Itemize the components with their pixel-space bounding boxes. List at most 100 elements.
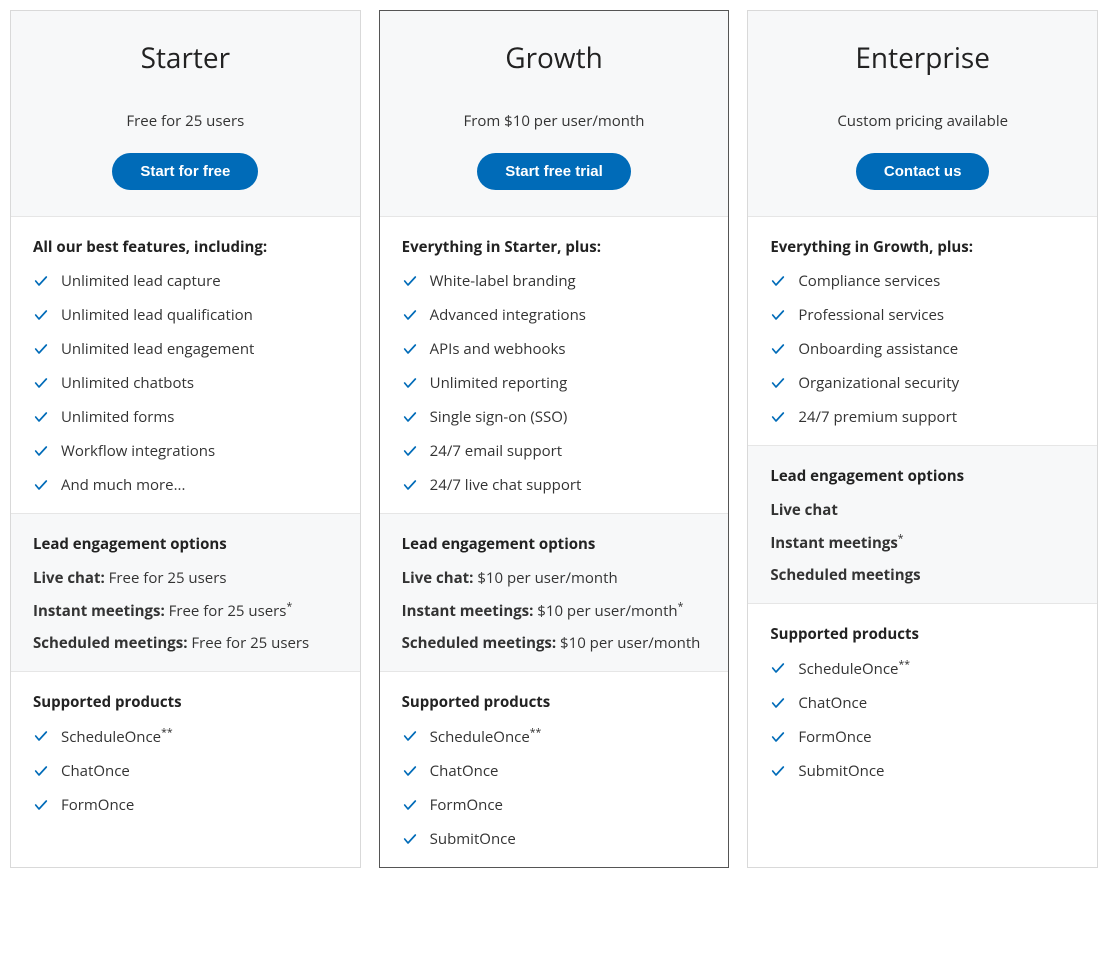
plan-title: Starter	[31, 39, 340, 77]
engagement-line: Live chat	[770, 500, 1075, 520]
feature-item: 24/7 live chat support	[402, 475, 707, 495]
product-text-wrap: ScheduleOnce**	[798, 658, 910, 679]
products-section: Supported products ScheduleOnce** ChatOnce…	[11, 671, 360, 833]
product-text-wrap: ChatOnce	[61, 761, 130, 781]
check-icon	[402, 763, 418, 779]
product-name: FormOnce	[430, 795, 503, 815]
feature-item: Advanced integrations	[402, 305, 707, 325]
check-icon	[402, 273, 418, 289]
engagement-value: Free for 25 users	[187, 633, 309, 653]
feature-text: Professional services	[798, 305, 944, 325]
engagement-label: Live chat:	[402, 568, 474, 588]
product-list: ScheduleOnce** ChatOnce FormOnce SubmitOnce	[770, 658, 1075, 781]
product-name: ChatOnce	[61, 761, 130, 781]
engagement-value: Free for 25 users	[105, 568, 227, 588]
engagement-section: Lead engagement optionsLive chatInstant …	[748, 445, 1097, 603]
feature-item: Unlimited lead capture	[33, 271, 338, 291]
plan-title: Growth	[400, 39, 709, 77]
product-item: ChatOnce	[33, 761, 338, 781]
feature-item: Unlimited lead qualification	[33, 305, 338, 325]
engagement-value: $10 per user/month	[473, 568, 617, 588]
feature-text: Workflow integrations	[61, 441, 215, 461]
check-icon	[33, 797, 49, 813]
plan-card-enterprise: EnterpriseCustom pricing availableContac…	[747, 10, 1098, 868]
engagement-section: Lead engagement options Live chat: $10 pe…	[380, 513, 729, 671]
product-item: ScheduleOnce**	[770, 658, 1075, 679]
engagement-heading: Lead engagement options	[402, 534, 707, 554]
plan-price: Free for 25 users	[31, 111, 340, 131]
engagement-label: Instant meetings:	[402, 601, 534, 621]
check-icon	[33, 728, 49, 744]
plan-price: Custom pricing available	[768, 111, 1077, 131]
feature-item: APIs and webhooks	[402, 339, 707, 359]
feature-text: Unlimited lead capture	[61, 271, 221, 291]
check-icon	[33, 763, 49, 779]
engagement-line: Scheduled meetings	[770, 565, 1075, 585]
product-sup: **	[530, 726, 542, 740]
product-name: ChatOnce	[798, 693, 867, 713]
product-list: ScheduleOnce** ChatOnce FormOnce	[33, 726, 338, 815]
check-icon	[33, 409, 49, 425]
engagement-heading: Lead engagement options	[33, 534, 338, 554]
feature-item: Workflow integrations	[33, 441, 338, 461]
product-item: SubmitOnce	[402, 829, 707, 849]
product-list: ScheduleOnce** ChatOnce FormOnce SubmitOnce	[402, 726, 707, 849]
check-icon	[33, 341, 49, 357]
plan-header: Starter Free for 25 users Start for free	[11, 11, 360, 216]
engagement-line: Live chat: $10 per user/month	[402, 568, 707, 588]
features-section: Everything in Starter, plus:White-label …	[380, 216, 729, 513]
check-icon	[770, 763, 786, 779]
product-text-wrap: SubmitOnce	[430, 829, 516, 849]
product-text-wrap: ScheduleOnce**	[61, 726, 173, 747]
feature-text: Unlimited chatbots	[61, 373, 194, 393]
engagement-label: Scheduled meetings	[770, 565, 920, 585]
engagement-value: $10 per user/month	[556, 633, 700, 653]
product-item: SubmitOnce	[770, 761, 1075, 781]
engagement-line: Instant meetings: $10 per user/month*	[402, 600, 707, 621]
feature-text: 24/7 premium support	[798, 407, 957, 427]
plan-card-growth: GrowthFrom $10 per user/monthStart free …	[379, 10, 730, 868]
product-sup: **	[161, 726, 173, 740]
products-section: Supported productsScheduleOnce**ChatOnce…	[380, 671, 729, 867]
features-section: All our best features, including:Unlimit…	[11, 216, 360, 513]
products-heading: Supported products	[33, 692, 338, 712]
check-icon	[770, 409, 786, 425]
engagement-label: Instant meetings	[770, 533, 897, 553]
check-icon	[402, 728, 418, 744]
product-name: ScheduleOnce	[430, 727, 530, 747]
growth-cta-button[interactable]: Start free trial	[477, 153, 631, 190]
starter-cta-button[interactable]: Start for free	[112, 153, 258, 190]
product-name: FormOnce	[61, 795, 134, 815]
product-item: ChatOnce	[402, 761, 707, 781]
product-item: FormOnce	[33, 795, 338, 815]
plan-header: EnterpriseCustom pricing availableContac…	[748, 11, 1097, 216]
product-name: SubmitOnce	[430, 829, 516, 849]
check-icon	[770, 660, 786, 676]
feature-list: Compliance servicesProfessional services…	[770, 271, 1075, 427]
check-icon	[33, 375, 49, 391]
check-icon	[402, 409, 418, 425]
check-icon	[402, 307, 418, 323]
engagement-line: Scheduled meetings: Free for 25 users	[33, 633, 338, 653]
engagement-label: Scheduled meetings:	[402, 633, 556, 653]
feature-item: And much more...	[33, 475, 338, 495]
feature-text: APIs and webhooks	[430, 339, 566, 359]
features-heading: Everything in Growth, plus:	[770, 237, 1075, 257]
feature-text: Unlimited lead qualification	[61, 305, 253, 325]
check-icon	[402, 831, 418, 847]
plan-card-starter: Starter Free for 25 users Start for free Al…	[10, 10, 361, 868]
feature-text: Unlimited reporting	[430, 373, 568, 393]
check-icon	[33, 273, 49, 289]
product-item: FormOnce	[770, 727, 1075, 747]
engagement-label: Instant meetings:	[33, 601, 165, 621]
product-text-wrap: ChatOnce	[798, 693, 867, 713]
product-text-wrap: SubmitOnce	[798, 761, 884, 781]
product-item: ScheduleOnce**	[402, 726, 707, 747]
feature-text: Unlimited forms	[61, 407, 174, 427]
product-name: ScheduleOnce	[798, 659, 898, 679]
engagement-label: Scheduled meetings:	[33, 633, 187, 653]
enterprise-cta-button[interactable]: Contact us	[856, 153, 990, 190]
pricing-grid: Starter Free for 25 users Start for free Al…	[10, 10, 1098, 868]
feature-item: Unlimited reporting	[402, 373, 707, 393]
check-icon	[402, 375, 418, 391]
